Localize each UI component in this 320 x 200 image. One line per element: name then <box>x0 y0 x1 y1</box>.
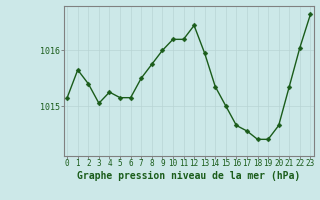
X-axis label: Graphe pression niveau de la mer (hPa): Graphe pression niveau de la mer (hPa) <box>77 171 300 181</box>
